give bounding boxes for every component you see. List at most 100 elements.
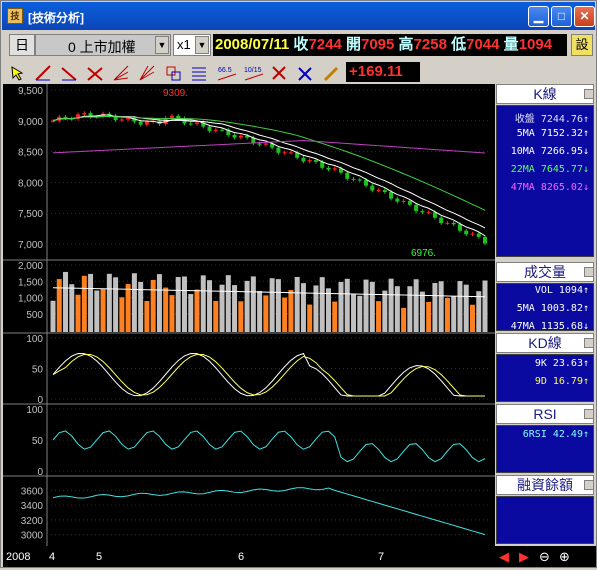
k-low-annotation: 6976. bbox=[411, 248, 436, 259]
pen-icon[interactable] bbox=[322, 64, 340, 82]
lines-icon[interactable] bbox=[190, 64, 208, 82]
kd-indicator-icon[interactable] bbox=[584, 338, 594, 348]
fib-icon[interactable]: 66.5 bbox=[216, 64, 238, 82]
volume-bar bbox=[376, 301, 382, 332]
candle-body bbox=[282, 152, 287, 154]
zoom-in-icon[interactable]: ⊕ bbox=[559, 550, 570, 565]
volume-bar bbox=[325, 288, 331, 332]
quote-date: 2008/07/11 bbox=[215, 36, 290, 53]
zoom-out-icon[interactable]: ⊖ bbox=[539, 550, 550, 565]
candle-body bbox=[295, 152, 300, 158]
title-bar[interactable]: 技 [技術分析] ▁ □ ✕ bbox=[2, 2, 595, 30]
app-icon: 技 bbox=[7, 8, 23, 24]
multiplier-select[interactable]: x1 ▼ bbox=[173, 34, 211, 56]
rsibox-line: 6RSI 42.49↑ bbox=[522, 429, 589, 440]
volume-bar bbox=[363, 279, 369, 332]
delete-line-icon[interactable] bbox=[86, 64, 104, 82]
candle-body bbox=[445, 222, 450, 224]
candle-body bbox=[301, 157, 306, 162]
volume-bar bbox=[188, 294, 194, 332]
candle-body bbox=[188, 123, 193, 125]
volume-bar bbox=[275, 279, 281, 332]
scroll-right-icon[interactable]: ▶ bbox=[519, 550, 529, 565]
x-month-label: 5 bbox=[96, 551, 102, 563]
k-ytick-label: 8,500 bbox=[18, 148, 43, 159]
kdbox-line: 9K 23.63↑ bbox=[534, 358, 589, 369]
kd-panel-title: KD線 bbox=[496, 333, 594, 353]
candle-body bbox=[82, 113, 87, 115]
margin-line bbox=[52, 487, 486, 536]
kd-ytick-label: 0 bbox=[37, 395, 43, 406]
trend-line-icon[interactable] bbox=[34, 64, 52, 82]
vol-indicator-icon[interactable] bbox=[584, 267, 594, 277]
rsi-indicator-icon[interactable] bbox=[584, 409, 594, 419]
scroll-left-icon[interactable]: ◀ bbox=[499, 550, 509, 565]
volume-bar bbox=[319, 277, 325, 332]
vol-ytick-label: 1,500 bbox=[18, 277, 43, 288]
k-panel-title: K線 bbox=[496, 84, 594, 104]
timezone-icon[interactable]: 10/15 bbox=[243, 64, 265, 82]
chevron-down-icon[interactable]: ▼ bbox=[155, 36, 169, 54]
kbox-line: 5MA 7152.32↑ bbox=[516, 128, 589, 139]
candle-body bbox=[476, 233, 481, 237]
margin-ytick-label: 3400 bbox=[21, 501, 44, 512]
erase-icon[interactable] bbox=[296, 64, 314, 82]
candle-body bbox=[407, 200, 412, 205]
volume-bar bbox=[213, 300, 219, 332]
minimize-button[interactable]: ▁ bbox=[528, 6, 549, 27]
k-ytick-label: 7,500 bbox=[18, 209, 43, 220]
channel-icon[interactable] bbox=[60, 64, 78, 82]
period-select[interactable]: 日 bbox=[9, 34, 35, 56]
volume-bar bbox=[332, 301, 338, 332]
fan-alt-icon[interactable] bbox=[138, 64, 156, 82]
grid-icon[interactable] bbox=[164, 64, 182, 82]
candle-body bbox=[263, 143, 268, 145]
clear-drawing-icon[interactable] bbox=[270, 64, 288, 82]
symbol-select[interactable]: 0 上市加權 ▼ bbox=[35, 34, 171, 56]
candle-body bbox=[357, 179, 362, 181]
close-value: 7244 bbox=[308, 36, 342, 53]
k-indicator-icon[interactable] bbox=[584, 89, 594, 99]
kd-legend-box: 9K 23.63↑ 9D 16.79↑ bbox=[496, 354, 594, 402]
volume-bar bbox=[81, 275, 87, 332]
candle-body bbox=[288, 152, 293, 154]
volume-bar bbox=[169, 295, 175, 332]
volume-bar bbox=[394, 286, 400, 332]
volume-bar bbox=[307, 304, 313, 332]
chart-area[interactable]: 9,500 9,000 8,500 8,000 7,500 7,000 9309. 6976.… bbox=[3, 84, 495, 546]
close-button[interactable]: ✕ bbox=[574, 6, 595, 27]
candle-body bbox=[332, 168, 337, 170]
margin-indicator-icon[interactable] bbox=[584, 480, 594, 490]
volume-bar bbox=[444, 297, 450, 332]
high-value: 7258 bbox=[413, 36, 447, 53]
volume-bar bbox=[219, 284, 225, 332]
maximize-button[interactable]: □ bbox=[551, 6, 572, 27]
volume-bar bbox=[344, 278, 350, 332]
volume-bar bbox=[250, 276, 256, 332]
chevron-down-icon[interactable]: ▼ bbox=[195, 36, 209, 54]
vol-ytick-label: 1,000 bbox=[18, 294, 43, 305]
vol-panel-title: 成交量 bbox=[496, 262, 594, 282]
pointer-icon[interactable] bbox=[8, 64, 26, 82]
volume-bar bbox=[238, 301, 244, 332]
volume-bar bbox=[150, 279, 156, 332]
candle-body bbox=[464, 230, 469, 235]
candle-body bbox=[201, 122, 206, 127]
rsi-line bbox=[52, 430, 486, 463]
candle-body bbox=[307, 160, 312, 162]
rsi-ytick-label: 50 bbox=[32, 436, 44, 447]
candle-body bbox=[257, 143, 262, 145]
candle-body bbox=[439, 217, 444, 224]
fan-icon[interactable] bbox=[112, 64, 130, 82]
volume-bar bbox=[369, 281, 375, 332]
volume-bar bbox=[244, 280, 250, 332]
settings-button[interactable]: 設 bbox=[571, 34, 593, 56]
ma22-line bbox=[52, 115, 486, 211]
rsi-legend-box: 6RSI 42.49↑ bbox=[496, 425, 594, 473]
change-readout: +169.11 bbox=[346, 62, 420, 82]
volume-bar bbox=[438, 281, 444, 332]
candle-body bbox=[483, 236, 487, 244]
volume-bar bbox=[432, 282, 438, 332]
volume-bar bbox=[357, 295, 363, 332]
